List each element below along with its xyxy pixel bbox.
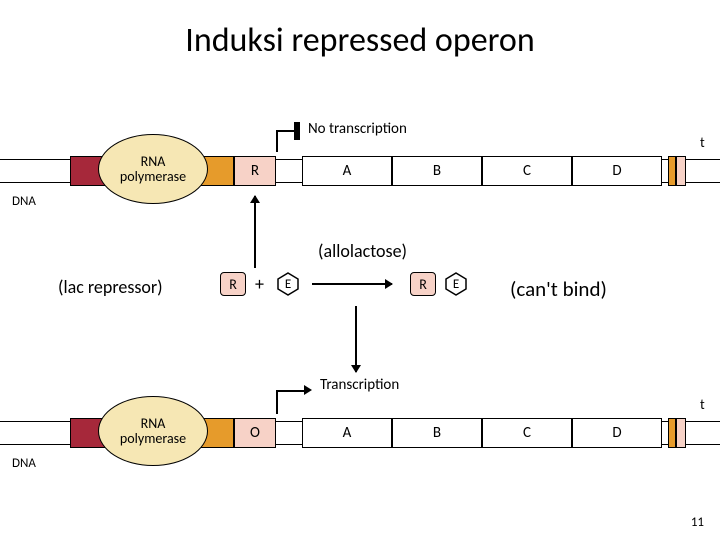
gene-segment: B (392, 156, 482, 186)
gene-label: A (343, 424, 352, 442)
gene-label: C (523, 162, 531, 180)
repressor-bound-label: R (251, 162, 259, 180)
cant-bind-label: (can't bind) (510, 276, 607, 302)
page-number: 11 (691, 515, 704, 530)
operator-segment: R (234, 156, 276, 186)
repressor-label: R (229, 276, 237, 293)
reaction-row: R + E R E (200, 272, 500, 298)
terminator-segment (668, 418, 676, 448)
operator-label: O (250, 424, 260, 442)
gene-label: D (612, 424, 621, 442)
gene-segment: C (482, 156, 572, 186)
dna-label: DNA (12, 194, 36, 209)
operator-segment: O (234, 418, 276, 448)
gene-segment: D (572, 156, 662, 186)
terminator-segment (668, 156, 676, 186)
lac-repressor-label: (lac repressor) (58, 276, 163, 298)
effector-label: E (453, 277, 459, 292)
gene-segment: A (302, 418, 392, 448)
terminator-label: t (700, 134, 705, 151)
gene-label: B (433, 424, 441, 442)
effector-hex: E (276, 272, 300, 296)
arrow-repressor-to-operator-icon (254, 196, 256, 268)
gene-label: B (433, 162, 441, 180)
rna-polymerase: RNA polymerase (98, 134, 208, 204)
effector-label: E (285, 277, 291, 292)
gene-label: D (612, 162, 621, 180)
gene-segment: C (482, 418, 572, 448)
rna-polymerase: RNA polymerase (98, 396, 208, 466)
plus-icon: + (255, 273, 264, 295)
terminator-label: t (700, 396, 705, 413)
allolactose-label: (allolactose) (318, 240, 407, 262)
terminator-segment (676, 156, 686, 186)
gene-label: A (343, 162, 352, 180)
transcription-arrow-icon (276, 380, 336, 414)
dna-label: DNA (12, 456, 36, 471)
effector-hex: E (444, 272, 468, 296)
gene-segment: D (572, 418, 662, 448)
no-transcription-icon (276, 116, 396, 152)
repressor-label: R (419, 276, 427, 293)
slide-title: Induksi repressed operon (0, 20, 720, 61)
gene-segment: B (392, 418, 482, 448)
gene-label: C (523, 424, 531, 442)
gene-segment: A (302, 156, 392, 186)
terminator-segment (676, 418, 686, 448)
repressor-effector-complex: R (410, 272, 436, 296)
arrow-to-transcription-icon (355, 306, 357, 372)
repressor-box: R (220, 272, 246, 296)
reaction-arrow-icon (312, 283, 392, 285)
